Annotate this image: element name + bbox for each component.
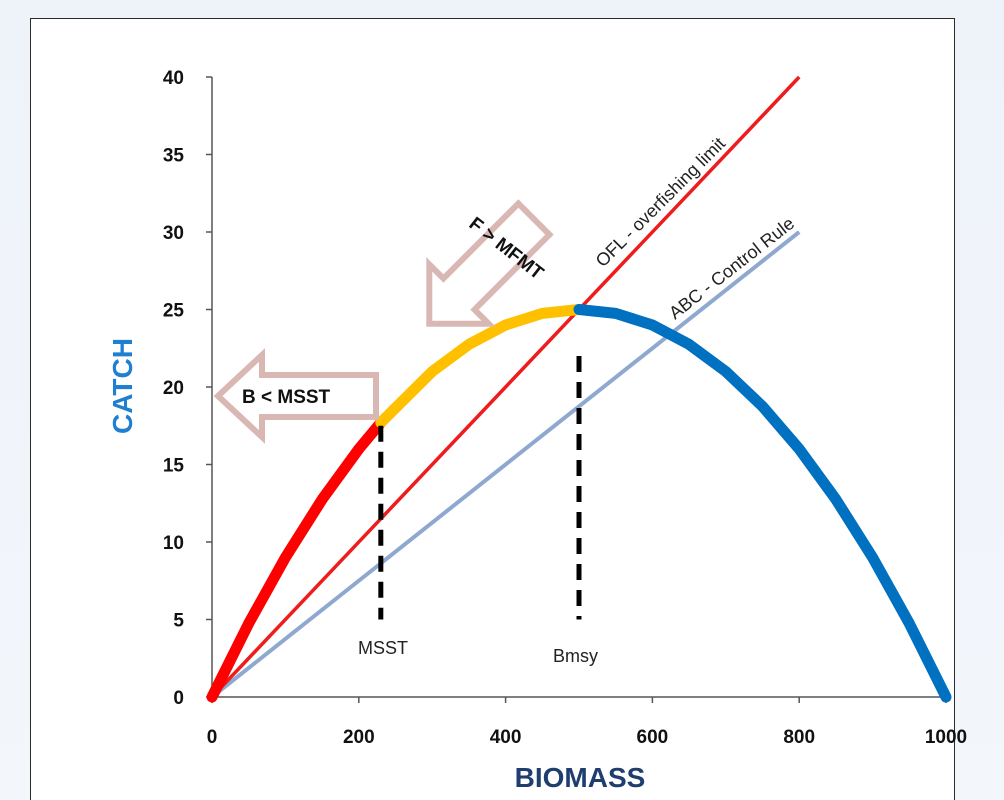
reference-lines (378, 356, 582, 620)
bmsy-label: Bmsy (553, 646, 598, 666)
catch-curve-yellow-segment (375, 304, 585, 429)
x-tick-label: 600 (637, 727, 669, 748)
abc-line-label: ABC - Control Rule (665, 213, 798, 323)
y-axis-title: CATCH (107, 338, 138, 434)
y-tick-label: 10 (163, 533, 184, 554)
ofl-line (210, 75, 801, 699)
f-mfmt-arrow-shape (426, 199, 554, 327)
y-tick-label: 15 (163, 456, 185, 477)
x-tick-label: 400 (490, 727, 522, 748)
x-axis-title: BIOMASS (515, 762, 646, 793)
ofl-line-label: OFL - overfishing limit (592, 133, 729, 270)
y-tick-label: 30 (163, 223, 184, 244)
y-tick-label: 40 (163, 68, 184, 89)
series-layer (206, 75, 952, 703)
f-mfmt-arrow (426, 199, 554, 327)
x-tick-label: 200 (343, 727, 375, 748)
abc-line (210, 230, 801, 699)
chart-panel (30, 18, 955, 800)
b-msst-arrow-shape (213, 348, 379, 444)
x-tick-label: 1000 (925, 727, 967, 748)
y-tick-label: 25 (163, 301, 185, 322)
b-msst-arrow: B < MSST (213, 348, 379, 444)
y-tick-label: 0 (173, 688, 184, 709)
catch-curve-red-segment (206, 417, 387, 703)
b-msst-label: B < MSST (242, 387, 331, 408)
catch-curve-blue-segment (573, 304, 952, 703)
x-tick-label: 800 (783, 727, 815, 748)
y-ticks: 0 5 10 15 20 25 30 35 40 (163, 68, 212, 709)
y-tick-label: 20 (163, 378, 184, 399)
x-tick-label: 0 (207, 727, 218, 748)
y-tick-label: 5 (173, 611, 184, 632)
y-tick-label: 35 (163, 146, 185, 167)
msst-label: MSST (358, 638, 408, 658)
x-ticks: 0 200 400 600 800 1000 (207, 697, 967, 748)
